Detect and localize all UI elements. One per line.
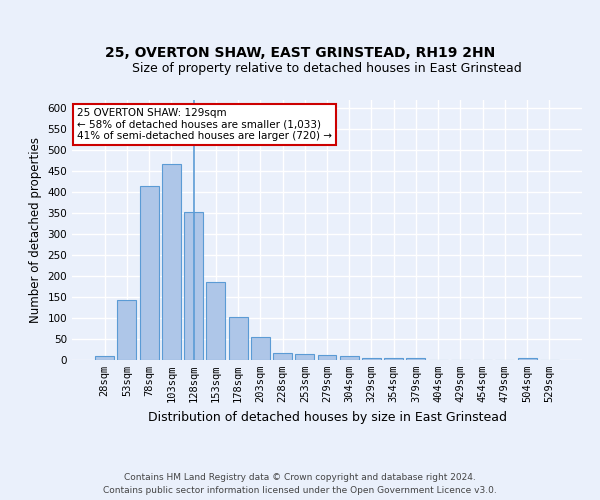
Bar xyxy=(184,212,203,360)
Bar xyxy=(140,186,158,360)
Text: 25, OVERTON SHAW, EAST GRINSTEAD, RH19 2HN: 25, OVERTON SHAW, EAST GRINSTEAD, RH19 2… xyxy=(105,46,495,60)
Bar xyxy=(229,317,248,360)
Bar xyxy=(295,354,314,360)
Bar xyxy=(273,354,292,360)
Text: 25 OVERTON SHAW: 129sqm
← 58% of detached houses are smaller (1,033)
41% of semi: 25 OVERTON SHAW: 129sqm ← 58% of detache… xyxy=(77,108,332,141)
Bar xyxy=(162,164,181,360)
Text: Contains HM Land Registry data © Crown copyright and database right 2024.
Contai: Contains HM Land Registry data © Crown c… xyxy=(103,474,497,495)
X-axis label: Distribution of detached houses by size in East Grinstead: Distribution of detached houses by size … xyxy=(148,410,506,424)
Bar xyxy=(384,358,403,360)
Bar xyxy=(362,358,381,360)
Bar xyxy=(95,356,114,360)
Bar xyxy=(118,300,136,360)
Bar xyxy=(251,338,270,360)
Bar xyxy=(340,356,359,360)
Bar xyxy=(317,355,337,360)
Title: Size of property relative to detached houses in East Grinstead: Size of property relative to detached ho… xyxy=(132,62,522,75)
Bar xyxy=(518,358,536,360)
Bar xyxy=(406,358,425,360)
Bar xyxy=(206,282,225,360)
Y-axis label: Number of detached properties: Number of detached properties xyxy=(29,137,42,323)
